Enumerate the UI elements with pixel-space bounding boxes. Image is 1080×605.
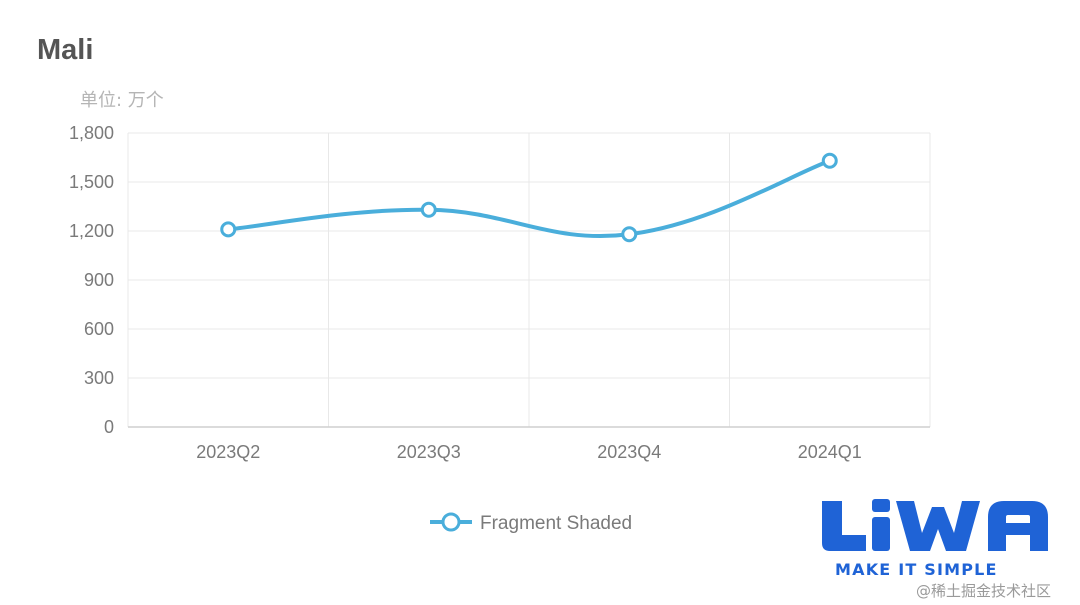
x-tick-label: 2023Q2	[196, 442, 260, 462]
logo-tagline: MAKE IT SIMPLE	[835, 560, 998, 579]
series-layer	[220, 152, 838, 243]
legend[interactable]: Fragment Shaded	[430, 512, 632, 534]
x-axis-ticks: 2023Q2 2023Q3 2023Q4 2024Q1	[196, 442, 862, 462]
x-tick-label: 2023Q4	[597, 442, 661, 462]
data-point[interactable]	[621, 226, 638, 243]
legend-marker	[441, 512, 461, 532]
y-tick-label: 1,800	[69, 123, 114, 143]
y-tick-label: 1,500	[69, 172, 114, 192]
watermark: @稀土掘金技术社区	[916, 582, 1052, 600]
chart-grid	[127, 132, 931, 427]
y-tick-label: 300	[84, 368, 114, 388]
y-tick-label: 900	[84, 270, 114, 290]
data-point[interactable]	[821, 152, 838, 169]
y-tick-label: 600	[84, 319, 114, 339]
liwa-logo	[822, 499, 1048, 551]
series-line-fragment-shaded	[226, 158, 832, 239]
x-tick-label: 2024Q1	[798, 442, 862, 462]
chart-title: Mali	[37, 34, 94, 66]
y-axis-ticks: 0 300 600 900 1,200 1,500 1,800	[69, 123, 114, 437]
unit-label: 单位: 万个	[80, 90, 164, 111]
y-tick-label: 1,200	[69, 221, 114, 241]
y-tick-label: 0	[104, 417, 114, 437]
legend-label: Fragment Shaded	[480, 513, 632, 534]
data-point[interactable]	[420, 201, 437, 218]
x-tick-label: 2023Q3	[397, 442, 461, 462]
data-point[interactable]	[220, 221, 237, 238]
